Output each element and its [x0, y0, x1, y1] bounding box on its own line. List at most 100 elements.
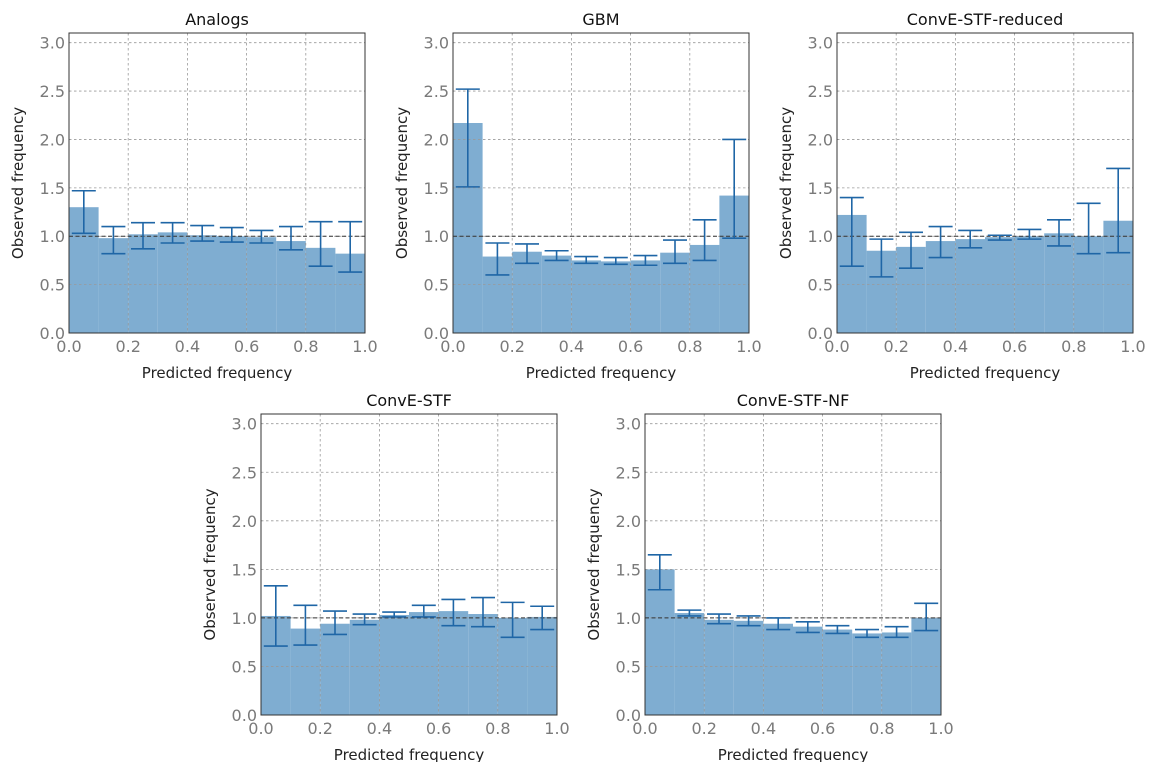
y-axis-label: Observed frequency [201, 488, 219, 640]
error-bar [485, 242, 510, 276]
bar [320, 623, 350, 715]
y-tick-label: 2.5 [808, 82, 833, 101]
chart-title: ConvE-STF-NF [737, 391, 850, 410]
error-bar [914, 602, 939, 632]
x-tick-label: 0.8 [485, 719, 510, 738]
subplot-conve-stf-reduced: 0.0 0.2 0.4 0.6 0.8 1.0 0.0 0.5 1.0 1.5 2.0 2.5 3.0 C… [777, 10, 1146, 382]
x-tick-label: 1.0 [1120, 337, 1145, 356]
error-bar [958, 229, 983, 249]
x-tick-label: 0.4 [175, 337, 200, 356]
subplot-conve-stf: 0.0 0.2 0.4 0.6 0.8 1.0 0.0 0.5 1.0 1.5 2.0 2.5 3.0 C… [201, 391, 570, 762]
y-tick-label: 2.0 [808, 130, 833, 149]
bar [379, 614, 409, 715]
x-tick-label: 1.0 [544, 719, 569, 738]
bar [763, 623, 793, 715]
x-tick-label: 0.8 [1061, 337, 1086, 356]
bar [541, 255, 572, 333]
error-bar [441, 598, 466, 627]
plot-frame [260, 413, 558, 716]
y-tick-label: 1.5 [808, 179, 833, 198]
error-bar [574, 255, 599, 265]
bar [733, 620, 764, 715]
bar [704, 619, 734, 715]
error-bar [869, 238, 894, 278]
error-bar [633, 254, 658, 267]
error-bar [308, 220, 333, 268]
y-tick-label: 1.5 [40, 179, 65, 198]
bar [630, 260, 661, 333]
error-bar [71, 189, 96, 235]
y-tick-label: 0.0 [424, 324, 449, 343]
bar [1044, 233, 1074, 333]
y-tick-label: 1.0 [616, 609, 641, 628]
x-tick-label: 0.0 [440, 337, 465, 356]
y-tick-label: 2.5 [424, 82, 449, 101]
error-bar [352, 613, 377, 626]
bar [157, 232, 188, 333]
bar [660, 252, 690, 333]
y-axis-label: Observed frequency [777, 107, 795, 259]
bar [217, 236, 247, 333]
error-bar [736, 615, 761, 627]
x-tick-label: 1.0 [928, 719, 953, 738]
x-axis-label: Predicted frequency [718, 746, 869, 762]
error-bar [603, 256, 628, 266]
error-bar [1017, 228, 1042, 240]
y-tick-label: 1.0 [424, 227, 449, 246]
bar [793, 626, 823, 715]
bar [438, 611, 469, 715]
x-tick-label: 0.2 [499, 337, 524, 356]
bar [527, 616, 557, 715]
error-bar [190, 224, 215, 242]
x-axis-label: Predicted frequency [334, 746, 485, 762]
bar [468, 614, 498, 715]
y-tick-label: 0.0 [232, 706, 257, 725]
chart-title: GBM [582, 10, 619, 29]
error-bar [677, 609, 702, 617]
chart-title: ConvE-STF [366, 391, 452, 410]
error-bar [160, 221, 185, 244]
error-bar [263, 585, 288, 647]
x-tick-label: 0.6 [234, 337, 259, 356]
x-tick-label: 0.6 [810, 719, 835, 738]
y-tick-label: 0.5 [424, 276, 449, 295]
bar [187, 235, 217, 333]
error-bar [795, 620, 820, 634]
chart-title: ConvE-STF-reduced [907, 10, 1064, 29]
y-tick-label: 1.5 [232, 560, 257, 579]
plot-frame [452, 32, 750, 334]
error-bar [219, 226, 244, 243]
error-bar [382, 611, 407, 618]
y-tick-label: 1.0 [232, 609, 257, 628]
error-bar [707, 613, 731, 625]
y-tick-label: 2.0 [424, 130, 449, 149]
error-bar [338, 220, 363, 273]
error-bar [411, 604, 436, 618]
bar [822, 629, 853, 715]
y-tick-label: 2.0 [232, 512, 257, 531]
error-bar [855, 628, 879, 639]
y-tick-label: 2.5 [40, 82, 65, 101]
error-bar [928, 225, 953, 259]
y-tick-label: 0.5 [808, 276, 833, 295]
subplot-gbm: 0.0 0.2 0.4 0.6 0.8 1.0 0.0 0.5 1.0 1.5 2.0 2.5 3.0 G… [393, 10, 762, 382]
y-tick-label: 3.0 [616, 415, 641, 434]
error-bar [647, 553, 672, 591]
y-axis-label: Observed frequency [393, 107, 411, 259]
x-tick-label: 0.4 [943, 337, 968, 356]
error-bar [515, 243, 539, 265]
chart-title: Analogs [185, 10, 249, 29]
bar [985, 237, 1015, 333]
x-tick-label: 0.0 [632, 719, 657, 738]
bar [512, 251, 542, 333]
x-axis-label: Predicted frequency [142, 364, 293, 382]
error-bar [471, 596, 495, 628]
bar [349, 619, 380, 715]
error-bar [722, 138, 747, 239]
x-tick-label: 0.4 [751, 719, 776, 738]
y-tick-label: 2.5 [232, 463, 257, 482]
x-tick-label: 0.8 [869, 719, 894, 738]
x-tick-label: 0.8 [293, 337, 318, 356]
y-tick-label: 2.0 [616, 512, 641, 531]
